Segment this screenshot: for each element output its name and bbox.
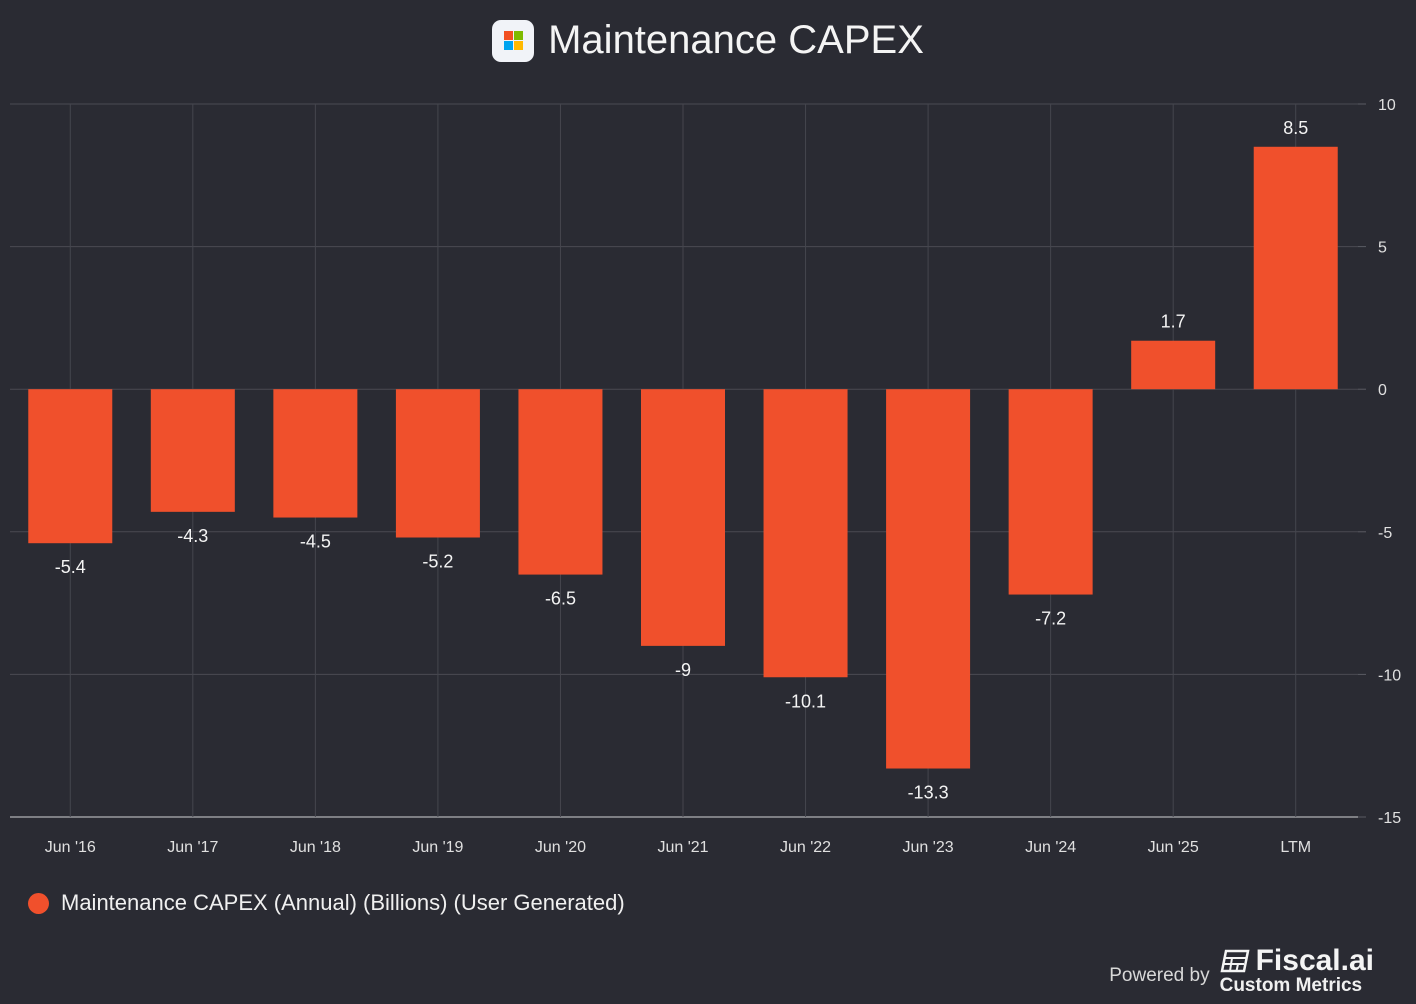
x-tick-label: LTM — [1280, 839, 1311, 856]
bar — [395, 389, 480, 538]
y-tick-label: 0 — [1378, 382, 1387, 399]
x-tick-label: Jun '23 — [903, 839, 954, 856]
data-label: 1.7 — [1161, 312, 1186, 332]
data-label: -6.5 — [545, 589, 576, 609]
x-tick-label: Jun '18 — [290, 839, 341, 856]
x-tick-label: Jun '20 — [535, 839, 586, 856]
bar — [518, 389, 603, 575]
bar — [641, 389, 725, 646]
bar — [763, 389, 848, 678]
bar — [1253, 146, 1338, 390]
data-label: -7.2 — [1035, 609, 1066, 629]
bar — [150, 389, 235, 512]
x-tick-label: Jun '19 — [412, 839, 463, 856]
brand-subtitle: Custom Metrics — [1219, 975, 1363, 996]
y-tick-label: -10 — [1378, 667, 1401, 684]
legend-label: Maintenance CAPEX (Annual) (Billions) (U… — [61, 890, 625, 915]
y-tick-label: -15 — [1378, 810, 1401, 827]
x-tick-label: Jun '16 — [45, 839, 96, 856]
chart-title: Maintenance CAPEX — [0, 18, 1416, 63]
fiscal-logo-icon — [1220, 949, 1250, 973]
x-tick-label: Jun '17 — [167, 839, 218, 856]
data-label: -10.1 — [785, 691, 826, 711]
data-label: 8.5 — [1283, 118, 1308, 138]
y-tick-label: 5 — [1378, 240, 1387, 257]
y-tick-label: -5 — [1378, 525, 1392, 542]
data-label: -5.2 — [422, 552, 453, 572]
y-tick-label: 10 — [1378, 97, 1396, 114]
footer-branding: Powered by Fiscal.ai Custom Metrics — [1109, 944, 1374, 996]
microsoft-logo-icon — [492, 19, 535, 62]
bar — [28, 389, 113, 544]
bar — [886, 389, 971, 769]
x-tick-label: Jun '22 — [780, 839, 831, 856]
title-text: Maintenance CAPEX — [548, 18, 924, 62]
bar-chart: 10 5 0 -5 -10 -15 Jun '16 -5.4 Jun '17 -4.3 Jun '1… — [10, 97, 1401, 856]
data-label: -4.5 — [300, 532, 331, 552]
x-tick-label: Jun '24 — [1025, 839, 1076, 856]
brand-name: Fiscal.ai — [1255, 944, 1374, 977]
legend-marker — [28, 892, 49, 914]
x-tick-label: Jun '25 — [1148, 839, 1199, 856]
bar — [1131, 340, 1216, 390]
data-label: -9 — [675, 660, 691, 680]
legend-item[interactable]: Maintenance CAPEX (Annual) (Billions) (U… — [28, 890, 625, 916]
powered-by-text: Powered by — [1109, 964, 1210, 986]
data-label: -13.3 — [908, 783, 949, 803]
bar — [273, 389, 358, 518]
bar — [1008, 389, 1093, 595]
x-tick-label: Jun '21 — [657, 839, 708, 856]
data-label: -4.3 — [177, 526, 208, 546]
data-label: -5.4 — [55, 557, 86, 577]
